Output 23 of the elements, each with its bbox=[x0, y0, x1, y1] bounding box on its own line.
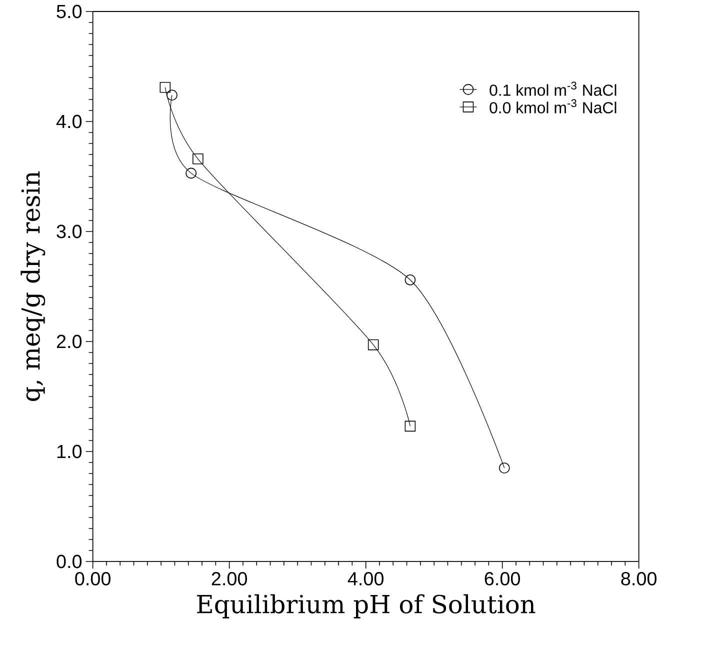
x-tick-label: 2.00 bbox=[212, 572, 247, 586]
y-tick-label: 3.0 bbox=[56, 224, 82, 238]
x-tick-label: 6.00 bbox=[484, 572, 520, 586]
point bbox=[166, 90, 178, 100]
point bbox=[404, 274, 416, 286]
legend-label: 0.1 kmol m$^{-3}$ NaCl bbox=[490, 82, 616, 96]
y-tick-label: 2.0 bbox=[56, 334, 82, 348]
y-tick-label: 1.0 bbox=[57, 444, 82, 458]
legend-label: 0.0 kmol m$^{-3}$ NaCl bbox=[490, 99, 616, 114]
y-tick-label: 4.0 bbox=[56, 114, 82, 128]
x-axis-title: Equilibrium pH of Solution bbox=[197, 594, 536, 618]
point bbox=[498, 462, 510, 474]
x-tick-label: 8.00 bbox=[621, 572, 656, 586]
point bbox=[160, 82, 171, 93]
point bbox=[186, 168, 197, 179]
y-tick-label: 5.0 bbox=[56, 4, 82, 18]
y-axis-title: q, meq/g dry resin bbox=[20, 171, 46, 402]
y-tick-label: 0.0 bbox=[56, 554, 82, 568]
point bbox=[404, 420, 416, 432]
x-tick-label: 0.00 bbox=[75, 572, 110, 586]
point bbox=[368, 339, 379, 350]
x-tick-label: 4.00 bbox=[348, 572, 384, 586]
point bbox=[192, 153, 204, 164]
